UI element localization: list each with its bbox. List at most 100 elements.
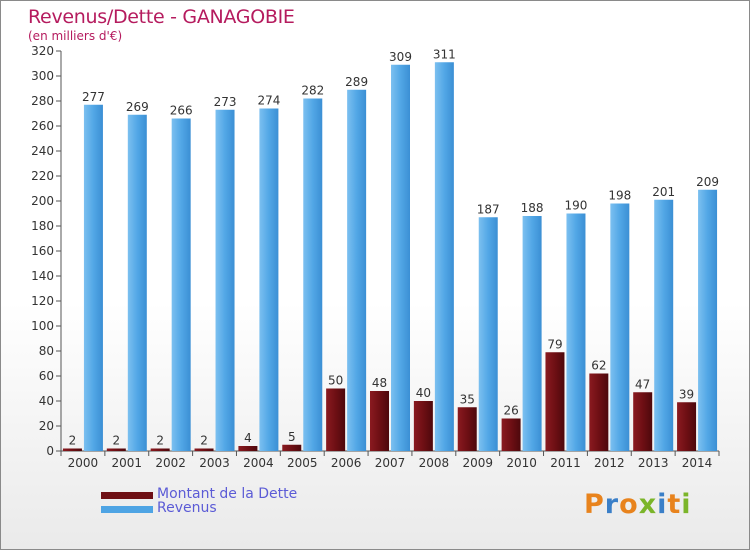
y-tick-label: 180 <box>31 219 54 233</box>
bar-dette <box>238 446 258 451</box>
legend-item-dette: Montant de la Dette <box>101 486 361 503</box>
bar-revenus <box>434 62 454 451</box>
data-label-revenus: 198 <box>608 189 631 203</box>
data-label-dette: 2 <box>200 434 208 448</box>
y-tick-label: 280 <box>31 94 54 108</box>
y-tick-label: 140 <box>31 269 54 283</box>
y-tick-label: 260 <box>31 119 54 133</box>
logo-letter: i <box>657 489 668 520</box>
y-tick-label: 240 <box>31 144 54 158</box>
proxiti-logo: Proxiti <box>584 489 692 520</box>
chart-axes: 0204060801001201401601802002202402602803… <box>31 44 720 470</box>
x-tick-label: 2013 <box>638 456 669 470</box>
bar-dette <box>501 418 521 451</box>
legend-swatch-dette <box>101 492 153 499</box>
data-label-dette: 2 <box>156 434 164 448</box>
logo-letter: P <box>584 489 605 520</box>
x-tick-label: 2006 <box>331 456 362 470</box>
bar-revenus <box>347 89 367 451</box>
bar-revenus <box>215 109 235 451</box>
y-tick-label: 120 <box>31 294 54 308</box>
bar-dette <box>150 448 170 451</box>
y-tick-label: 60 <box>39 369 54 383</box>
bar-revenus <box>259 108 279 451</box>
legend-item-revenus: Revenus <box>101 500 361 517</box>
data-label-dette: 2 <box>112 434 120 448</box>
bar-dette <box>633 392 653 451</box>
y-tick-label: 220 <box>31 169 54 183</box>
bar-revenus <box>654 199 674 451</box>
bar-revenus <box>566 213 586 451</box>
x-tick-label: 2014 <box>682 456 713 470</box>
chart-bars <box>62 62 718 451</box>
x-tick-label: 2001 <box>112 456 143 470</box>
bar-revenus <box>478 217 498 451</box>
legend-label-dette: Montant de la Dette <box>157 486 298 502</box>
data-label-revenus: 309 <box>389 50 412 64</box>
data-label-revenus: 187 <box>477 202 500 216</box>
data-label-revenus: 201 <box>652 185 675 199</box>
bar-revenus <box>303 98 323 451</box>
y-tick-label: 100 <box>31 319 54 333</box>
bar-revenus <box>83 104 103 451</box>
bar-revenus <box>610 203 630 451</box>
chart-title: Revenus/Dette - GANAGOBIE <box>28 6 295 28</box>
data-label-revenus: 282 <box>301 84 324 98</box>
logo-letter: x <box>638 489 658 520</box>
data-label-dette: 40 <box>416 386 431 400</box>
bar-dette <box>677 402 697 451</box>
logo-letter: o <box>619 489 639 520</box>
bar-dette <box>589 373 609 451</box>
logo-letter: t <box>667 489 682 520</box>
bar-dette <box>62 448 82 451</box>
bar-dette <box>282 444 302 451</box>
logo-letter: i <box>681 489 692 520</box>
bar-revenus <box>522 216 542 451</box>
legend-label-revenus: Revenus <box>157 500 217 516</box>
x-tick-label: 2009 <box>462 456 493 470</box>
data-label-dette: 4 <box>244 431 252 445</box>
bar-revenus <box>391 64 410 451</box>
y-tick-label: 320 <box>31 44 54 58</box>
y-tick-label: 300 <box>31 69 54 83</box>
logo-letter: r <box>604 489 620 520</box>
x-tick-label: 2011 <box>550 456 581 470</box>
data-label-revenus: 188 <box>521 201 544 215</box>
data-label-revenus: 289 <box>345 75 368 89</box>
data-label-revenus: 311 <box>433 47 456 61</box>
y-tick-label: 160 <box>31 244 54 258</box>
chart-subtitle: (en milliers d'€) <box>28 29 123 43</box>
x-tick-label: 2003 <box>199 456 230 470</box>
bar-dette <box>194 448 214 451</box>
bar-dette <box>413 401 433 451</box>
data-label-revenus: 277 <box>82 90 105 104</box>
x-tick-label: 2010 <box>506 456 537 470</box>
bar-dette <box>545 352 565 451</box>
legend-swatch-revenus <box>101 506 153 513</box>
data-label-revenus: 266 <box>170 104 193 118</box>
data-label-dette: 39 <box>679 387 694 401</box>
x-tick-label: 2002 <box>155 456 186 470</box>
x-tick-label: 2000 <box>68 456 99 470</box>
y-tick-label: 80 <box>39 344 54 358</box>
bar-dette <box>457 407 477 451</box>
data-label-revenus: 190 <box>565 199 588 213</box>
bar-dette <box>106 448 126 451</box>
x-tick-label: 2008 <box>419 456 450 470</box>
y-tick-label: 40 <box>39 394 54 408</box>
bar-revenus <box>171 118 191 451</box>
data-label-dette: 62 <box>591 359 606 373</box>
y-tick-label: 20 <box>39 419 54 433</box>
data-label-dette: 5 <box>288 430 296 444</box>
data-label-revenus: 273 <box>214 95 237 109</box>
y-tick-label: 0 <box>46 444 54 458</box>
bar-revenus <box>698 189 718 451</box>
bar-dette <box>370 391 389 451</box>
x-tick-label: 2007 <box>375 456 406 470</box>
x-tick-label: 2005 <box>287 456 318 470</box>
data-label-dette: 35 <box>460 392 475 406</box>
x-tick-label: 2012 <box>594 456 625 470</box>
data-label-revenus: 209 <box>696 175 719 189</box>
